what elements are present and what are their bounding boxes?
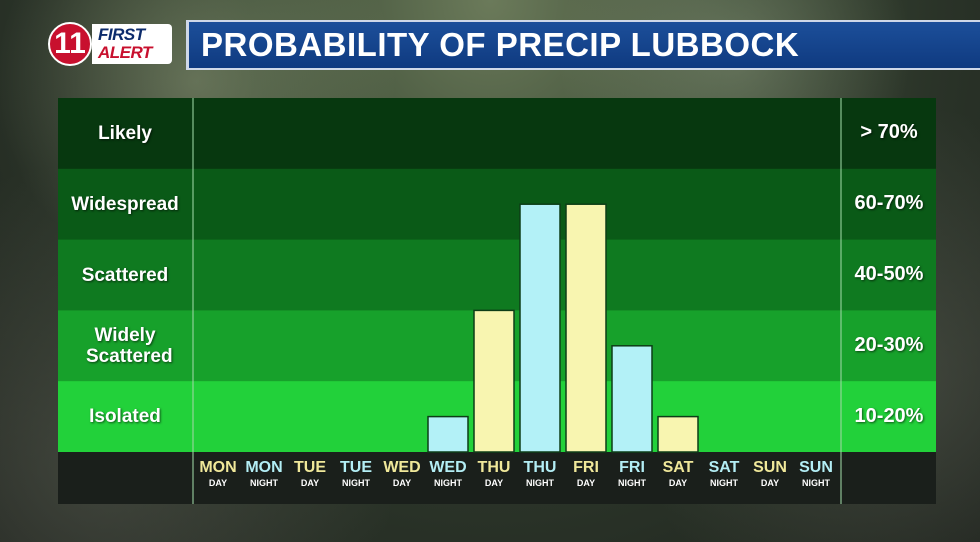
day-label: SUN NIGHT [794,458,839,489]
logo-channel-number: 11 [48,22,92,66]
bar-thu-night [519,203,561,453]
period-name: DAY [484,478,504,488]
logo-first-text: FIRST [98,25,145,44]
day-name: WED [383,459,421,476]
period-name: NIGHT [250,478,278,488]
day-label: FRI NIGHT [610,458,655,489]
day-label: SUN DAY [748,458,793,489]
first-alert-logo: 11 FIRST ALERT [48,22,174,70]
period-name: DAY [300,478,320,488]
day-label: TUE DAY [288,458,333,489]
band-range-label: 60-70% [854,192,924,215]
day-label: WED DAY [380,458,425,489]
band-label: Widespread [71,193,179,215]
day-name: FRI [619,459,645,476]
band-widespread [58,168,936,241]
day-name: FRI [573,459,599,476]
band-label: Isolated [89,406,161,428]
bar-wed-night [427,415,469,453]
day-name: TUE [340,459,372,476]
period-name: DAY [668,478,688,488]
logo-alert-text: ALERT [98,43,152,62]
title-bar: PROBABILITY OF PRECIP LUBBOCK [186,20,980,70]
bar-fri-night [611,345,653,453]
band-label: Scattered [81,264,169,286]
band-label: Widely Scattered [86,324,173,367]
band-range-label: 40-50% [854,263,924,285]
period-name: DAY [208,478,228,488]
chart-title: PROBABILITY OF PRECIP LUBBOCK [201,26,800,63]
day-name: SAT [708,459,740,476]
band-range-label: 10-20% [854,404,924,427]
period-name: DAY [576,478,596,488]
day-label: WED NIGHT [426,458,471,489]
day-name: THU [477,459,511,476]
period-name: NIGHT [802,478,830,488]
day-name: MON [199,459,237,476]
day-label: SAT NIGHT [702,458,747,489]
band-label: Likely [98,122,152,144]
day-axis-strip [58,452,936,504]
day-name: WED [429,459,467,476]
period-name: DAY [760,478,780,488]
day-label: MON DAY [196,458,241,489]
band-range-label: > 70% [860,121,918,144]
day-label: FRI DAY [564,458,609,489]
logo-wordmark: FIRST ALERT [92,24,172,64]
day-name: MON [245,459,283,476]
day-name: SUN [753,459,787,476]
day-label: MON NIGHT [242,458,287,489]
day-name: TUE [294,459,326,476]
period-name: NIGHT [434,478,462,488]
period-name: DAY [392,478,412,488]
band-range-label: 20-30% [854,333,924,356]
period-name: NIGHT [710,478,738,488]
bar-fri-day [565,203,607,453]
day-label: SAT DAY [656,458,701,489]
band-likely [58,98,936,170]
day-label: TUE NIGHT [334,458,379,489]
day-label: THU NIGHT [518,458,563,489]
day-name: SUN [799,459,833,476]
day-label: THU DAY [472,458,517,489]
band-scattered [58,239,936,311]
bar-thu-day [473,309,515,453]
period-name: NIGHT [342,478,370,488]
day-name: SAT [662,459,694,476]
period-name: NIGHT [526,478,554,488]
period-name: NIGHT [618,478,646,488]
day-name: THU [523,459,557,476]
bar-sat-day [657,415,699,453]
